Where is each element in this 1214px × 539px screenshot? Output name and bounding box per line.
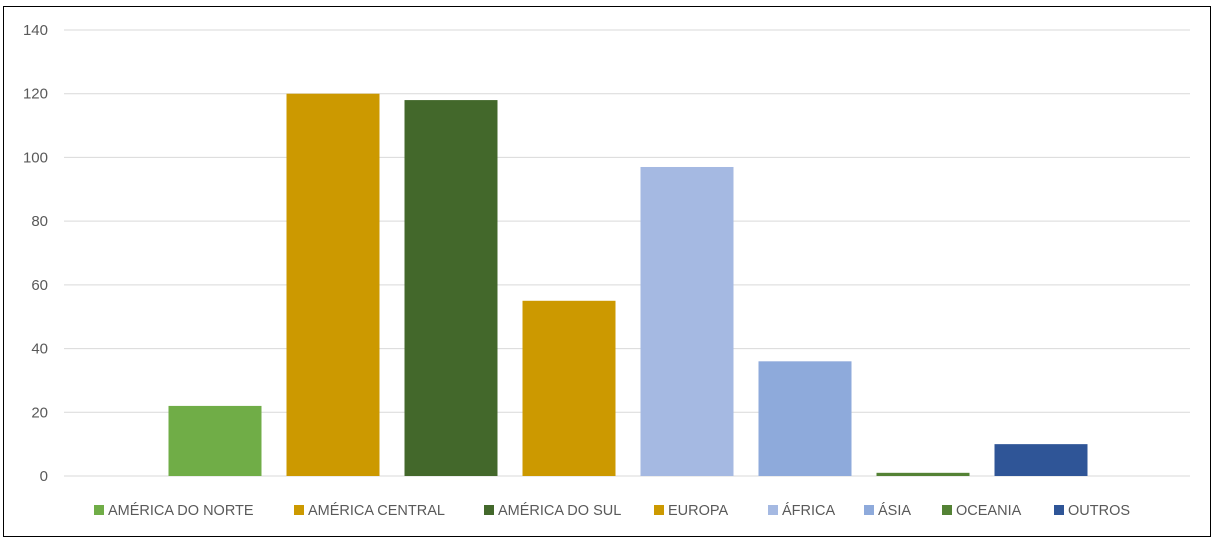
y-tick-label: 60 <box>31 277 48 294</box>
legend-swatch <box>768 505 778 515</box>
bars <box>168 93 1088 476</box>
legend-label: AMÉRICA DO NORTE <box>108 502 254 519</box>
legend-swatch <box>484 505 494 515</box>
bar-8 <box>994 444 1088 476</box>
bar-3 <box>404 100 498 476</box>
y-axis-ticks: 0 20 40 60 80 100 120 140 <box>23 22 48 485</box>
legend-item: AMÉRICA CENTRAL <box>294 502 445 519</box>
legend-label: OUTROS <box>1068 503 1130 519</box>
bar-6 <box>758 361 852 476</box>
bar-1 <box>168 405 262 476</box>
legend-label: AMÉRICA CENTRAL <box>308 502 445 519</box>
bar-7 <box>876 472 970 476</box>
y-tick-label: 80 <box>31 213 48 230</box>
y-tick-label: 100 <box>23 149 48 166</box>
bar-2 <box>286 93 380 476</box>
y-tick-label: 0 <box>40 468 48 485</box>
legend-swatch <box>1054 505 1064 515</box>
y-tick-label: 120 <box>23 86 48 103</box>
legend-swatch <box>864 505 874 515</box>
legend-label: ÁFRICA <box>782 502 836 519</box>
legend-swatch <box>654 505 664 515</box>
bar-5 <box>640 166 734 476</box>
legend-item: AMÉRICA DO SUL <box>484 502 621 519</box>
legend-label: AMÉRICA DO SUL <box>498 502 621 519</box>
legend-swatch <box>94 505 104 515</box>
y-tick-label: 40 <box>31 341 48 358</box>
legend-label: ÁSIA <box>878 502 911 519</box>
legend-item: ÁSIA <box>864 502 911 519</box>
legend-item: OUTROS <box>1054 503 1130 519</box>
legend-label: EUROPA <box>668 503 728 519</box>
legend-item: OCEANIA <box>942 503 1022 519</box>
bar-4 <box>522 300 616 476</box>
y-tick-label: 140 <box>23 22 48 39</box>
legend: AMÉRICA DO NORTE AMÉRICA CENTRAL AMÉRICA D… <box>94 502 1130 519</box>
legend-item: AMÉRICA DO NORTE <box>94 502 254 519</box>
legend-swatch <box>294 505 304 515</box>
legend-swatch <box>942 505 952 515</box>
legend-label: OCEANIA <box>956 503 1022 519</box>
y-tick-label: 20 <box>31 404 48 421</box>
legend-item: EUROPA <box>654 503 728 519</box>
legend-item: ÁFRICA <box>768 502 836 519</box>
